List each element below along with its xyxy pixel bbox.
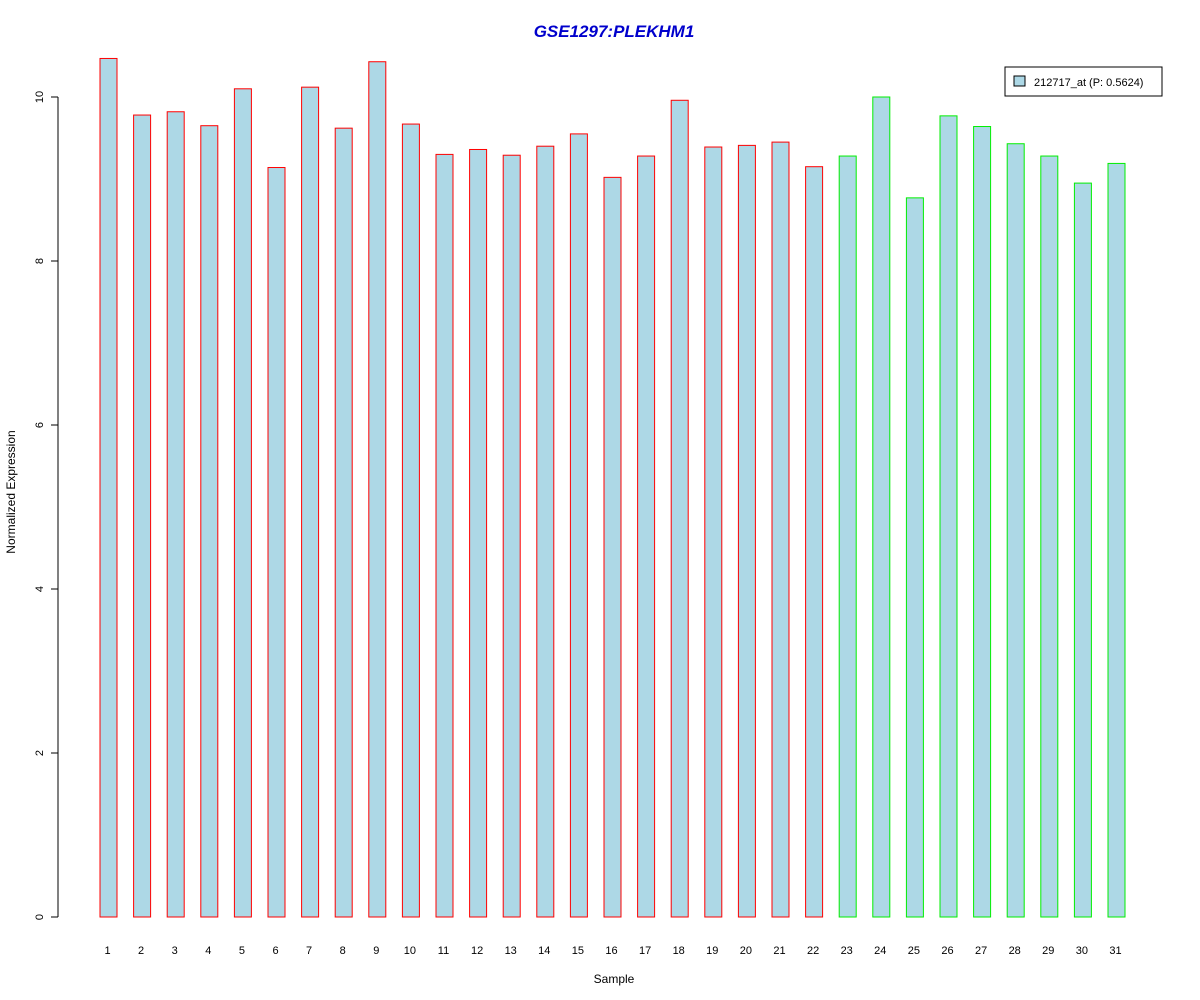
y-axis: 0 2 4 6 8 10: [34, 91, 59, 920]
x-tick-label: 12: [471, 945, 483, 957]
x-tick-label: 31: [1109, 945, 1121, 957]
bar: [133, 114, 152, 918]
x-tick-label: 15: [572, 945, 584, 957]
bar: [99, 57, 118, 918]
bar: [838, 155, 857, 918]
bar: [401, 123, 420, 918]
bar: [536, 145, 555, 918]
bar: [469, 148, 488, 918]
y-tick-label: 10: [34, 91, 46, 103]
x-axis-tick-labels: 1 2 3 4 5 6 7 8 9 10 11 12 13 14 15 16 17 18 19 20 21 22 23 24 2…: [104, 945, 1121, 957]
bar: [1040, 155, 1059, 918]
x-tick-label: 8: [340, 945, 346, 957]
x-tick-label: 3: [172, 945, 178, 957]
bar: [368, 61, 387, 918]
x-tick-label: 26: [941, 945, 953, 957]
bar: [872, 96, 891, 918]
x-tick-label: 28: [1009, 945, 1021, 957]
bar: [704, 146, 723, 918]
x-tick-label: 13: [505, 945, 517, 957]
x-tick-label: 19: [706, 945, 718, 957]
bar: [805, 166, 824, 918]
y-axis-label: Normalized Expression: [4, 430, 18, 553]
legend-label: 212717_at (P: 0.5624): [1034, 77, 1143, 89]
bar: [670, 99, 689, 918]
bar: [267, 167, 286, 918]
y-tick-label: 0: [34, 914, 46, 920]
bar: [737, 144, 756, 918]
x-tick-label: 1: [104, 945, 110, 957]
x-tick-label: 24: [874, 945, 886, 957]
x-tick-label: 23: [841, 945, 853, 957]
bar: [569, 133, 588, 918]
x-tick-label: 11: [438, 945, 449, 957]
x-tick-label: 25: [908, 945, 920, 957]
bar: [973, 126, 992, 918]
x-tick-label: 30: [1076, 945, 1088, 957]
y-tick-label: 2: [34, 750, 46, 756]
x-tick-label: 18: [673, 945, 685, 957]
bar: [905, 197, 924, 918]
y-tick-label: 8: [34, 258, 46, 264]
x-tick-label: 14: [538, 945, 550, 957]
x-tick-label: 10: [404, 945, 416, 957]
bar: [233, 88, 252, 918]
chart-title: GSE1297:PLEKHM1: [534, 22, 695, 41]
x-tick-label: 9: [373, 945, 379, 957]
bar: [435, 153, 454, 918]
bar: [1073, 182, 1092, 918]
x-tick-label: 7: [306, 945, 312, 957]
bar: [502, 154, 521, 918]
bar: [771, 141, 790, 918]
x-tick-label: 20: [740, 945, 752, 957]
bar: [603, 176, 622, 918]
bar: [637, 155, 656, 918]
x-tick-label: 29: [1042, 945, 1054, 957]
x-tick-label: 4: [205, 945, 211, 957]
bar: [166, 111, 185, 918]
legend-swatch: [1013, 75, 1026, 87]
bar: [1107, 162, 1126, 918]
bar: [939, 115, 958, 918]
legend: 212717_at (P: 0.5624): [1004, 66, 1163, 97]
x-tick-label: 6: [272, 945, 278, 957]
bar: [301, 86, 320, 918]
x-tick-label: 2: [138, 945, 144, 957]
bar: [334, 127, 353, 918]
legend-box: [1004, 66, 1163, 97]
x-tick-label: 16: [605, 945, 617, 957]
x-axis-label: Sample: [594, 972, 635, 986]
y-tick-label: 4: [34, 586, 46, 592]
bar: [1006, 143, 1025, 918]
x-tick-label: 27: [975, 945, 987, 957]
x-tick-label: 21: [773, 945, 785, 957]
x-tick-label: 5: [239, 945, 245, 957]
bar: [200, 125, 219, 918]
y-tick-label: 6: [34, 422, 46, 428]
x-tick-label: 22: [807, 945, 819, 957]
bars-group: [99, 57, 1126, 918]
x-tick-label: 17: [639, 945, 651, 957]
